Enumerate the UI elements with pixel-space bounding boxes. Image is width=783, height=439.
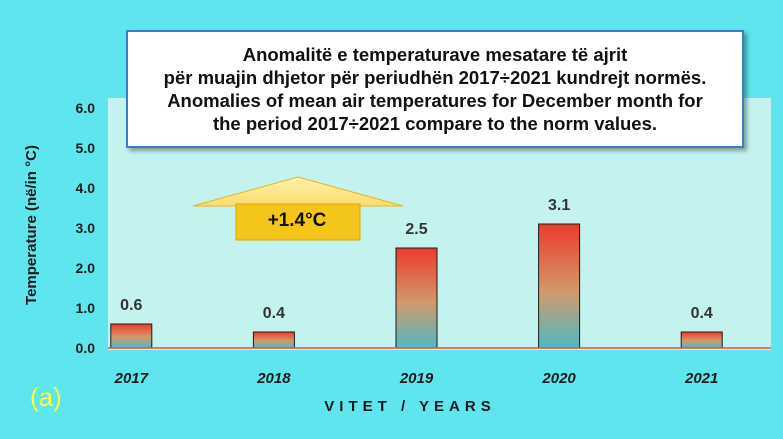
chart-title-line-1: Anomalitë e temperaturave mesatare të aj… [242, 44, 628, 65]
data-label-2021: 0.4 [691, 305, 713, 322]
y-tick-label: 3.0 [76, 220, 96, 236]
bar-2017 [110, 323, 153, 349]
x-tick-label-2017: 2017 [114, 370, 149, 387]
data-label-2020: 3.1 [548, 197, 570, 214]
x-ticks-layer: 2017 2018 2019 2020 2021 [114, 370, 719, 387]
x-tick-label-2018: 2018 [256, 370, 291, 387]
data-labels-layer: 0.6 0.4 2.5 3.1 0.4 [120, 197, 713, 322]
x-tick-label-2020: 2020 [541, 370, 576, 387]
y-tick-label: 1.0 [76, 300, 96, 316]
bar-2018 [252, 331, 295, 349]
annotation-text: +1.4°C [267, 210, 327, 231]
y-ticks-layer: 0.0 1.0 2.0 3.0 4.0 5.0 6.0 [76, 100, 96, 356]
bar-2020 [538, 223, 581, 349]
y-tick-label: 6.0 [76, 100, 96, 116]
chart-title-box: Anomalitë e temperaturave mesatare të aj… [126, 30, 744, 148]
y-tick-label: 0.0 [76, 340, 96, 356]
x-axis-label: VITET / YEARS [324, 398, 496, 415]
y-axis-label: Temperature (në/in °C) [23, 145, 40, 305]
chart-title-line-3: Anomalies of mean air temperatures for D… [167, 90, 703, 111]
data-label-2018: 0.4 [263, 305, 285, 322]
annotation-arrow [192, 176, 404, 241]
data-label-2017: 0.6 [120, 297, 142, 314]
data-label-2019: 2.5 [405, 221, 427, 238]
y-tick-label: 4.0 [76, 180, 96, 196]
panel-label: (a) [30, 382, 62, 412]
bar-2021 [680, 331, 723, 349]
x-tick-label-2019: 2019 [399, 370, 434, 387]
x-tick-label-2021: 2021 [684, 370, 718, 387]
bars-layer [110, 223, 723, 349]
chart-title-line-4: the period 2017÷2021 compare to the norm… [212, 113, 658, 134]
y-tick-label: 2.0 [76, 260, 96, 276]
chart-title-line-2: për muajin dhjetor për periudhën 2017÷20… [163, 67, 707, 88]
y-tick-label: 5.0 [76, 140, 96, 156]
annotation-box [235, 203, 361, 241]
bar-2019 [395, 247, 438, 349]
